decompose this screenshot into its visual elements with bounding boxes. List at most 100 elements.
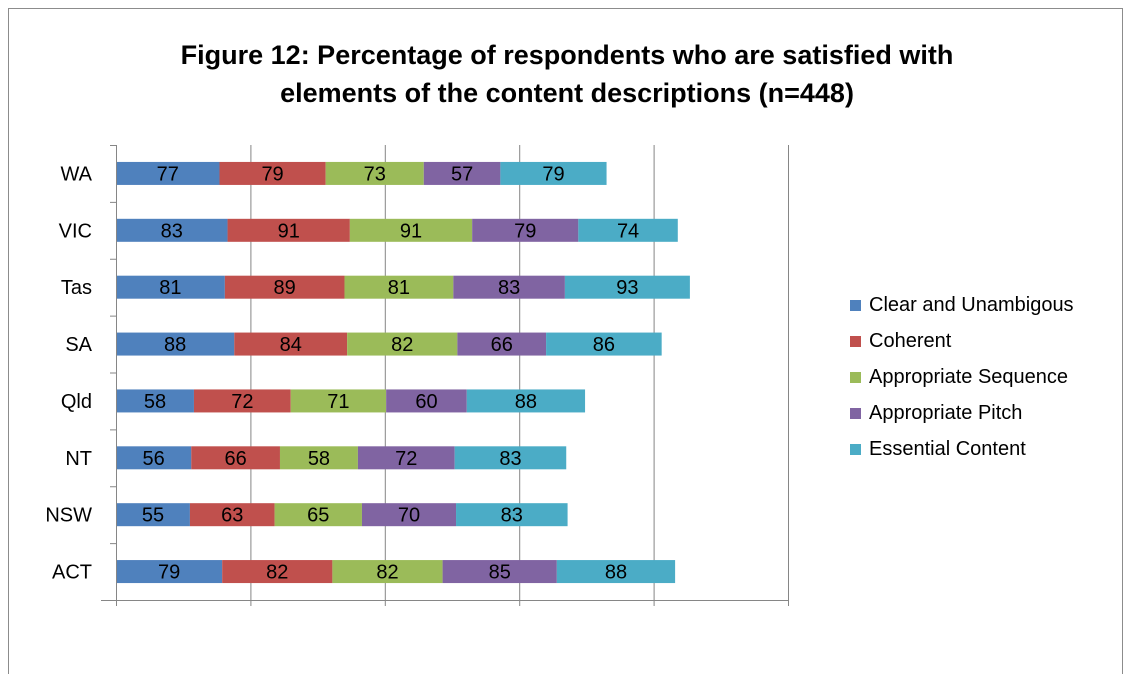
data-label: 79 [514,220,536,242]
bar-segment [344,275,454,299]
data-label: 57 [451,163,473,185]
bar-segment [457,332,547,356]
bar-segment [234,332,348,356]
chart-legend: Clear and Unambigous Coherent Appropriate … [850,287,1074,467]
data-label: 88 [515,391,537,413]
data-label: 58 [308,448,330,470]
bar-segment [564,275,690,299]
bar-segment [456,503,568,527]
bar-segment [442,560,557,584]
bar-segment [423,161,501,185]
data-label: 63 [221,505,243,527]
bar-segment [227,218,350,242]
data-label: 83 [498,277,520,299]
bar-segment [347,332,458,356]
legend-swatch [850,299,861,311]
bar-segment [361,503,457,527]
bar-segment [191,446,280,470]
bar-segment [290,389,387,413]
bar-segment [357,446,455,470]
bar-segment [279,446,358,470]
data-label: 85 [489,562,511,584]
data-label: 88 [164,334,186,356]
data-label: 82 [391,334,413,356]
legend-label: Appropriate Sequence [869,365,1069,388]
legend-swatch [850,443,861,455]
bar-segment [349,218,473,242]
legend-label: Appropriate Pitch [869,401,1023,424]
category-label: VIC [59,220,92,242]
bar-segment [224,275,345,299]
legend-item: Appropriate Sequence [850,359,1074,395]
data-label: 82 [266,562,288,584]
data-label: 72 [395,448,417,470]
data-label: 82 [376,562,398,584]
category-label: NT [65,448,92,470]
bar-segment [189,503,275,527]
bar-segment [116,218,228,242]
bar-segment [193,389,291,413]
data-label: 81 [388,277,410,299]
legend-swatch [850,335,861,347]
bar-segment [546,332,662,356]
data-label: 89 [274,277,296,299]
bar-segment [556,560,676,584]
data-label: 60 [415,391,437,413]
data-label: 81 [159,277,181,299]
legend-item: Essential Content [850,431,1074,467]
data-label: 79 [261,163,283,185]
bar-segment [116,275,225,299]
bar-segment [116,161,220,185]
data-label: 74 [617,220,639,242]
data-label: 91 [400,220,422,242]
data-label: 93 [616,277,638,299]
legend-swatch [850,371,861,383]
bar-segment [219,161,326,185]
bar-segment [274,503,362,527]
bar-segment [472,218,579,242]
bar-segment [222,560,333,584]
data-label: 71 [327,391,349,413]
category-label: NSW [45,505,92,527]
category-label: Tas [61,277,92,299]
data-label: 70 [398,505,420,527]
data-label: 72 [231,391,253,413]
category-label: WA [61,163,93,185]
bar-segment [116,446,192,470]
bar-segment [116,560,223,584]
category-label: ACT [52,562,92,584]
data-label: 58 [144,391,166,413]
legend-label: Essential Content [869,437,1026,460]
bar-segment [578,218,678,242]
legend-item: Clear and Unambigous [850,287,1074,323]
data-label: 77 [157,163,179,185]
legend-swatch [850,407,861,419]
bar-segment [325,161,424,185]
bar-segment [500,161,607,185]
chart-frame [8,8,1123,674]
bar-segment [454,446,567,470]
legend-item: Coherent [850,323,1074,359]
data-label: 84 [280,334,302,356]
data-label: 83 [499,448,521,470]
bar-segment [466,389,586,413]
data-label: 66 [224,448,246,470]
data-label: 83 [501,505,523,527]
chart-title-line-1: Figure 12: Percentage of respondents who… [180,40,954,70]
bar-segment [116,503,190,527]
data-label: 79 [158,562,180,584]
bar-segment [453,275,565,299]
bar-segment [386,389,467,413]
chart-title-line-2: elements of the content descriptions (n=… [280,78,854,108]
data-label: 79 [542,163,564,185]
data-label: 55 [142,505,164,527]
chart-title: Figure 12: Percentage of respondents who… [0,36,1134,112]
data-label: 86 [593,334,615,356]
data-label: 83 [161,220,183,242]
legend-item: Appropriate Pitch [850,395,1074,431]
category-label: Qld [61,391,92,413]
legend-label: Coherent [869,329,952,352]
data-label: 66 [491,334,513,356]
data-label: 91 [278,220,300,242]
